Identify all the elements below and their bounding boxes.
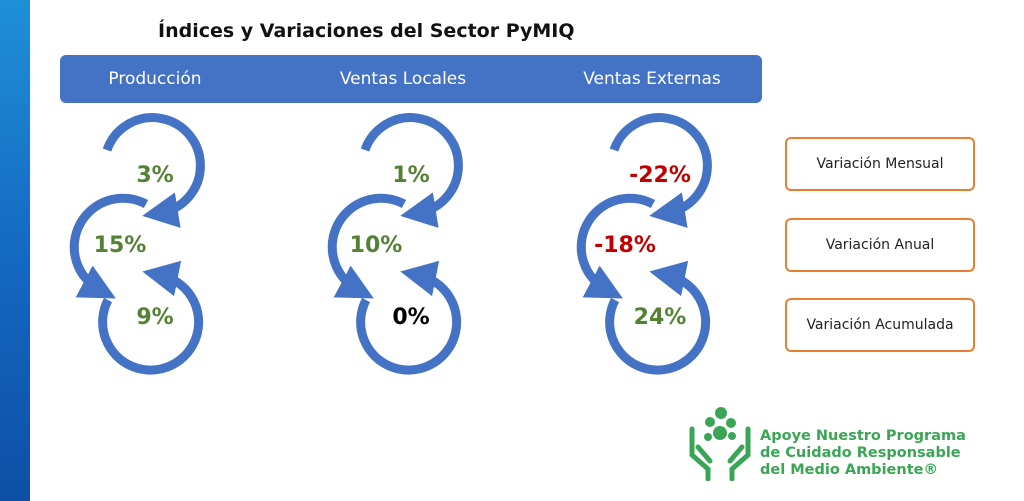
legend-label: Variación Anual xyxy=(825,237,935,253)
logo-text-line: Apoye Nuestro Programa xyxy=(760,428,966,444)
value-produccion-anual: 15% xyxy=(93,233,147,258)
value-ventas-externas-acumulada: 24% xyxy=(633,305,687,330)
value-ventas-externas-mensual: -22% xyxy=(629,163,691,188)
header-band xyxy=(60,55,762,103)
legend-variacion-mensual: Variación Mensual xyxy=(785,137,975,191)
logo-text: Apoye Nuestro Programa de Cuidado Respon… xyxy=(760,428,966,479)
legend-label: Variación Mensual xyxy=(816,156,944,172)
column-header-ventas-locales: Ventas Locales xyxy=(339,69,467,89)
value-ventas-externas-anual: -18% xyxy=(594,233,656,258)
logo-text-line: de Cuidado Responsable xyxy=(760,445,961,461)
legend-variacion-acumulada: Variación Acumulada xyxy=(785,298,975,352)
hands-recycle-logo-icon xyxy=(689,407,751,481)
value-produccion-mensual: 3% xyxy=(136,163,174,188)
value-ventas-locales-acumulada: 0% xyxy=(392,305,430,330)
legend-label: Variación Acumulada xyxy=(806,317,954,333)
arrow-prod-mid xyxy=(69,193,149,299)
column-header-produccion: Producción xyxy=(108,69,202,89)
left-accent-bar xyxy=(0,0,30,501)
value-produccion-acumulada: 9% xyxy=(136,305,174,330)
logo-text-line: del Medio Ambiente® xyxy=(760,462,938,478)
value-ventas-locales-mensual: 1% xyxy=(392,163,430,188)
legend-variacion-anual: Variación Anual xyxy=(785,218,975,272)
arrow-prod-top xyxy=(102,113,205,228)
value-ventas-locales-anual: 10% xyxy=(349,233,403,258)
page-title: Índices y Variaciones del Sector PyMIQ xyxy=(158,20,575,42)
column-header-ventas-externas: Ventas Externas xyxy=(583,69,721,89)
